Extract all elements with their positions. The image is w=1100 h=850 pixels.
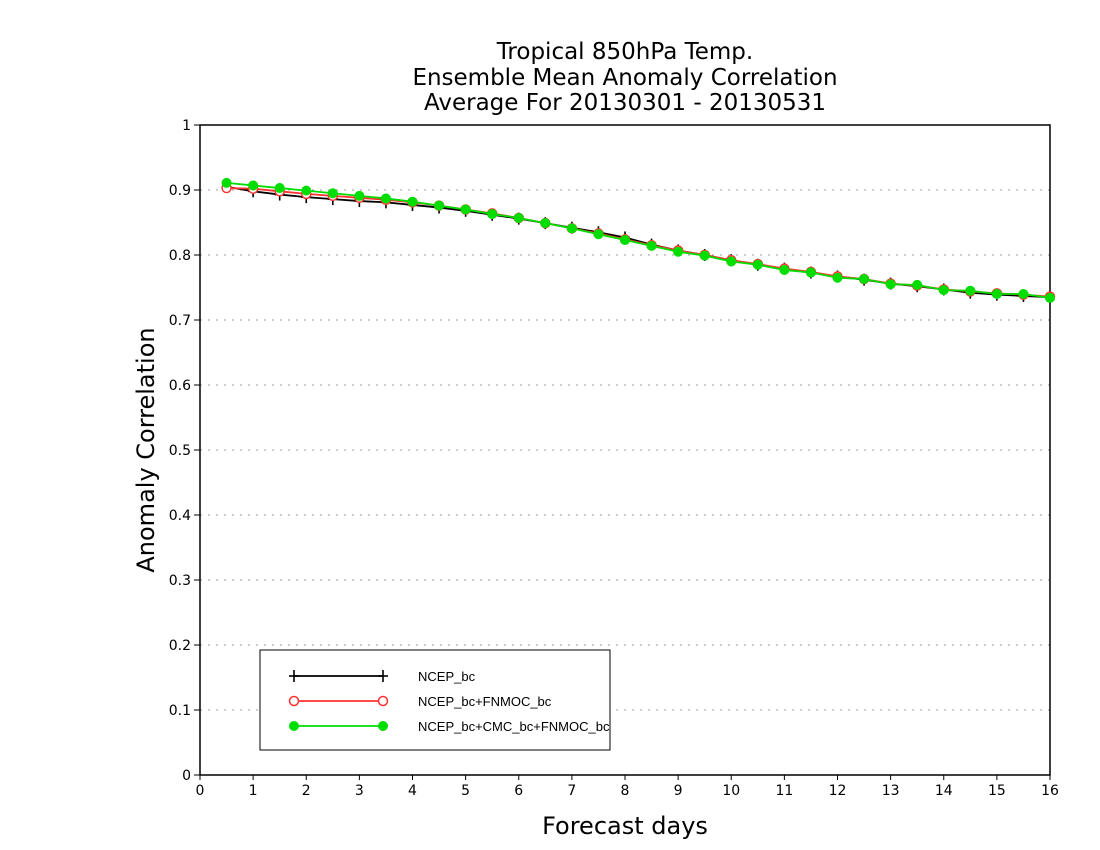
y-tick-label: 0.1 xyxy=(169,703,191,719)
y-tick-label: 0.9 xyxy=(169,183,191,199)
data-point xyxy=(938,285,949,296)
x-tick-label: 6 xyxy=(514,783,523,799)
data-point xyxy=(673,246,684,257)
series-3 xyxy=(221,177,1055,303)
series-layer xyxy=(221,177,1056,304)
data-point xyxy=(620,235,630,246)
x-tick-label: 15 xyxy=(988,783,1006,799)
data-point xyxy=(885,279,896,290)
legend-entry: NCEP_bc+CMC_bc+FNMOC_bc xyxy=(289,719,610,734)
y-tick-label: 0 xyxy=(182,768,191,784)
x-tick-label: 3 xyxy=(355,783,364,799)
legend-label: NCEP_bc xyxy=(418,669,476,684)
data-point xyxy=(513,212,524,223)
legend-label: NCEP_bc+CMC_bc+FNMOC_bc xyxy=(418,719,610,734)
data-point xyxy=(434,200,445,211)
data-point xyxy=(407,196,418,207)
data-point xyxy=(593,229,604,240)
x-axis: 0 1 2 3 4 5 6 7 8 9 10 11 12 13 14 15 16 xyxy=(196,775,1059,799)
title-line-2: Ensemble Mean Anomaly Correlation xyxy=(412,65,837,91)
y-tick-label: 0.7 xyxy=(169,313,191,329)
title-line-3: Average For 20130301 - 20130531 xyxy=(424,90,826,116)
data-point xyxy=(221,177,232,188)
legend-box xyxy=(259,649,611,751)
y-axis-label: Anomaly Correlation xyxy=(132,327,160,572)
x-axis-label: Forecast days xyxy=(542,812,708,840)
x-tick-label: 13 xyxy=(882,783,900,799)
x-tick-label: 2 xyxy=(302,783,311,799)
data-point xyxy=(1045,292,1055,303)
data-point xyxy=(726,256,737,267)
data-point xyxy=(460,204,471,215)
x-tick-label: 4 xyxy=(408,783,417,799)
x-tick-label: 12 xyxy=(829,783,847,799)
legend: NCEP_bc NCEP_bc+FNMOC_bc NCEP_bc+CMC_bc+FN… xyxy=(259,649,611,751)
data-point xyxy=(289,721,299,731)
x-tick-label: 0 xyxy=(196,783,205,799)
x-tick-label: 9 xyxy=(674,783,683,799)
legend-entry: NCEP_bc xyxy=(289,669,476,684)
y-axis: 0 0.1 0.2 0.3 0.4 0.5 0.6 0.7 0.8 0.9 1 xyxy=(169,118,200,784)
y-tick-label: 0.6 xyxy=(169,378,191,394)
title-line-1: Tropical 850hPa Temp. xyxy=(496,39,753,65)
data-point xyxy=(805,267,816,278)
data-point xyxy=(354,190,365,201)
data-point xyxy=(289,670,299,682)
data-point xyxy=(540,218,551,229)
data-point xyxy=(288,695,300,707)
data-point xyxy=(699,250,710,261)
y-tick-label: 0.2 xyxy=(169,638,191,654)
data-point xyxy=(832,272,843,283)
y-tick-label: 0.5 xyxy=(169,443,191,459)
x-tick-label: 10 xyxy=(722,783,740,799)
data-point xyxy=(965,285,976,296)
data-point xyxy=(1018,289,1029,299)
data-point xyxy=(378,670,388,682)
x-tick-label: 14 xyxy=(935,783,953,799)
data-point xyxy=(646,240,657,251)
y-tick-label: 1 xyxy=(182,118,191,134)
y-tick-label: 0.8 xyxy=(169,248,191,264)
data-point xyxy=(859,274,870,285)
data-point xyxy=(380,193,391,204)
x-tick-label: 5 xyxy=(461,783,470,799)
y-tick-label: 0.3 xyxy=(169,573,191,589)
chart-title: Tropical 850hPa Temp. Ensemble Mean Anom… xyxy=(412,39,837,116)
data-point xyxy=(301,185,312,196)
data-point xyxy=(487,209,498,220)
data-point xyxy=(378,721,388,731)
x-tick-label: 7 xyxy=(567,783,576,799)
grid xyxy=(200,189,1050,711)
x-tick-label: 1 xyxy=(249,783,258,799)
x-tick-label: 16 xyxy=(1041,783,1059,799)
y-tick-label: 0.4 xyxy=(169,508,191,524)
data-point xyxy=(248,180,259,191)
data-point xyxy=(991,289,1002,299)
x-tick-label: 8 xyxy=(621,783,630,799)
x-tick-label: 11 xyxy=(775,783,793,799)
data-point xyxy=(566,223,577,234)
data-point xyxy=(274,183,285,194)
data-point xyxy=(779,264,790,275)
data-point xyxy=(377,695,389,707)
data-point xyxy=(912,279,923,290)
legend-label: NCEP_bc+FNMOC_bc xyxy=(418,694,552,709)
data-point xyxy=(752,259,763,270)
data-point xyxy=(327,188,338,199)
legend-entry: NCEP_bc+FNMOC_bc xyxy=(288,694,552,709)
